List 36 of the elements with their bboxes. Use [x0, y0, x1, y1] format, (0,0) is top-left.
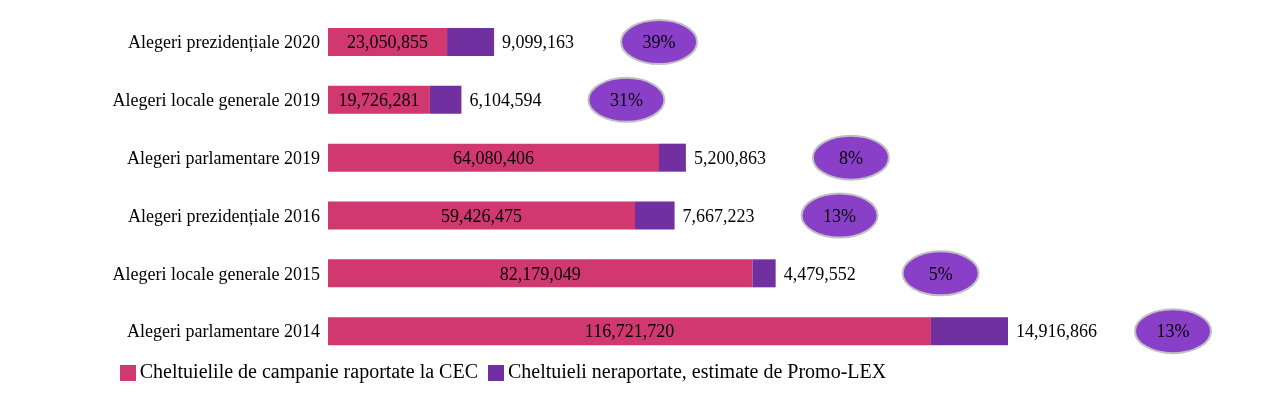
- data-label: 19,726,281: [338, 90, 420, 111]
- annotation: 31%: [609, 90, 643, 111]
- legend-label: Cheltuieli neraportate, estimate de Promo-LEX: [507, 360, 887, 382]
- text: 13%: [1156, 321, 1190, 342]
- y-tick-label: Alegeri prezidențiale 2016: [128, 205, 320, 226]
- bar: [328, 143, 660, 172]
- data-label: 9,099,163: [502, 32, 575, 53]
- data-label: 82,179,049: [499, 263, 581, 284]
- data-label: 116,721,720: [584, 321, 675, 342]
- annotation: 8%: [838, 147, 863, 168]
- data-label: 6,104,594: [469, 90, 542, 111]
- data-label: 14,916,866: [1016, 321, 1097, 342]
- annotation: 13%: [823, 205, 857, 226]
- bar: [328, 201, 635, 230]
- y-tick-label: Alegeri parlamentare 2014: [127, 321, 320, 342]
- annotation: 5%: [928, 263, 953, 284]
- annotation: 39%: [642, 32, 676, 53]
- data-label: 64,080,406: [453, 147, 535, 168]
- bar: [752, 259, 776, 288]
- data-label: 59,426,475: [440, 205, 522, 226]
- data-label: 5,200,863: [693, 147, 766, 168]
- bar: [328, 317, 931, 346]
- bar: [429, 85, 462, 114]
- data-label: 23,050,855: [347, 32, 429, 53]
- bar: [447, 28, 495, 56]
- bar: [930, 317, 1008, 346]
- y-tick-label: Alegeri locale generale 2019: [112, 90, 320, 111]
- y-tick-label: Alegeri parlamentare 2019: [127, 147, 320, 168]
- bar: [659, 143, 686, 172]
- y-tick-label: Alegeri locale generale 2015: [112, 263, 320, 284]
- data-label: 4,479,552: [783, 263, 856, 284]
- y-tick-label: Alegeri prezidențiale 2020: [128, 32, 320, 53]
- legend-label: Cheltuielile de campanie raportate la CEC: [139, 360, 478, 382]
- bar: [328, 259, 753, 288]
- bar: [634, 201, 675, 230]
- data-label: 7,667,223: [682, 205, 755, 226]
